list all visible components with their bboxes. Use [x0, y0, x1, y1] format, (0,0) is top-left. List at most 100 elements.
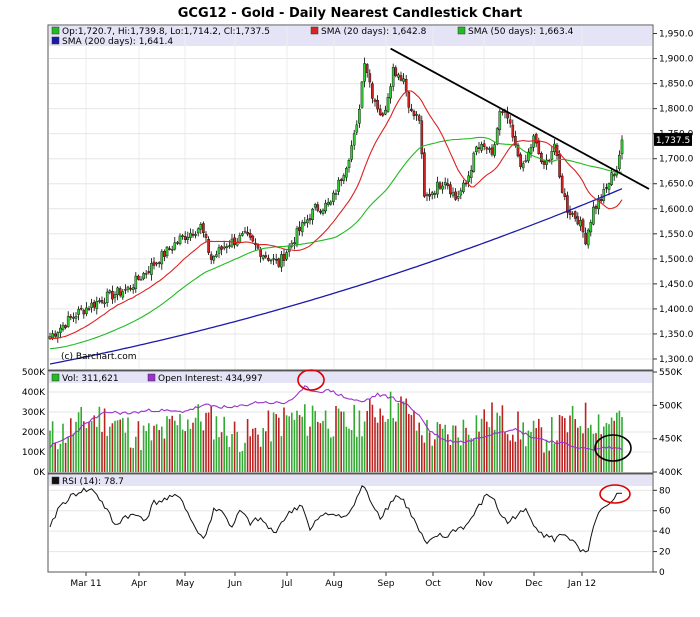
volume-bar — [444, 424, 446, 472]
volume-bar — [514, 441, 517, 472]
price-tick-label: 1,850.0 — [659, 80, 694, 90]
candle-body — [64, 325, 67, 328]
volume-bar — [439, 424, 441, 472]
price-tick-label: 1,550.0 — [659, 230, 694, 240]
volume-bar — [475, 415, 478, 472]
candle-body — [573, 211, 577, 219]
volume-bar — [564, 418, 566, 472]
candle-body — [558, 154, 561, 178]
volume-bar — [327, 428, 329, 472]
volume-bar — [486, 421, 488, 472]
oi-legend-swatch — [147, 373, 156, 382]
volume-bar — [163, 438, 166, 472]
candle-body — [124, 289, 127, 291]
volume-bar — [408, 413, 410, 472]
chart-title: GCG12 - Gold - Daily Nearest Candlestick… — [178, 6, 523, 21]
candle-body — [233, 237, 236, 245]
volume-bar — [400, 396, 402, 472]
candle-body — [160, 251, 164, 265]
volume-bar — [345, 426, 348, 472]
volume-bar — [558, 414, 561, 472]
candle-body — [194, 234, 197, 236]
candle-body — [477, 147, 481, 149]
x-tick-label: Jul — [281, 579, 293, 589]
volume-bar — [181, 429, 184, 472]
candle-body — [285, 252, 288, 260]
trendline — [390, 47, 650, 190]
sma50-legend-text: SMA (50 days): 1,663.4 — [468, 27, 574, 37]
candle-body — [79, 307, 83, 310]
volume-bar — [436, 422, 439, 472]
candle-body — [308, 218, 312, 221]
volume-bar — [124, 432, 127, 472]
candle-body — [358, 108, 361, 124]
volume-bar — [527, 430, 530, 472]
candle-body — [529, 147, 533, 154]
candle-body — [495, 128, 499, 145]
sma20-legend-swatch — [310, 26, 319, 35]
candle-body — [376, 100, 379, 110]
oi-right-tick-label: 400K — [659, 468, 683, 478]
candle-body — [319, 210, 322, 213]
candle-body — [519, 154, 522, 167]
volume-bar — [428, 432, 431, 472]
volume-bar — [127, 417, 129, 472]
volume-bar — [431, 445, 433, 472]
candle-body — [183, 236, 187, 240]
volume-bar — [140, 450, 142, 472]
volume-bar — [512, 434, 514, 472]
volume-bar — [371, 404, 374, 472]
candle-body — [417, 115, 421, 121]
candle-body — [402, 78, 405, 82]
volume-bar — [610, 417, 613, 472]
x-tick-label: Dec — [525, 579, 542, 589]
volume-bar — [246, 418, 249, 472]
rsi-legend-swatch — [51, 476, 60, 485]
volume-bar — [244, 442, 246, 472]
volume-y-axis: 0K 100K 200K 300K 400K 500K 400K 450K 500K 550K — [22, 368, 683, 478]
volume-bar — [311, 405, 314, 472]
rsi-tick-label: 80 — [659, 486, 671, 496]
volume-bar — [192, 422, 194, 472]
volume-bar — [218, 437, 220, 472]
volume-bar — [135, 436, 137, 472]
volume-bar — [226, 435, 228, 472]
volume-bar — [348, 428, 350, 472]
candle-body — [373, 99, 377, 102]
x-tick-label: Jan 12 — [567, 579, 596, 589]
volume-bar — [582, 433, 584, 472]
candle-body — [472, 152, 476, 172]
candle-body — [454, 191, 457, 200]
volume-bar — [280, 436, 283, 472]
candle-body — [212, 256, 216, 261]
candle-body — [428, 193, 431, 197]
volume-bar — [166, 416, 168, 472]
volume-bar — [376, 422, 379, 472]
candle-body — [586, 229, 590, 246]
volume-bar — [460, 445, 462, 472]
volume-bar — [532, 420, 535, 472]
candle-body — [391, 66, 395, 87]
ohlc-legend-text: Op:1,720.7, Hi:1,739.8, Lo:1,714.2, Cl:1… — [62, 27, 270, 37]
volume-bar — [553, 443, 556, 472]
volume-bar — [470, 438, 472, 472]
volume-bar — [202, 430, 205, 472]
volume-left-tick-label: 400K — [22, 388, 46, 398]
volume-bar — [545, 439, 548, 472]
volume-bar — [288, 416, 290, 472]
candle-body — [163, 251, 166, 257]
volume-bar — [332, 436, 335, 472]
candle-body — [246, 231, 249, 235]
price-tick-label: 1,350.0 — [659, 330, 694, 340]
candle-body — [290, 242, 294, 247]
volume-bar — [150, 440, 153, 472]
volume-bar — [358, 410, 361, 472]
volume-bar — [174, 420, 176, 472]
volume-bar — [522, 422, 524, 472]
candle-body — [381, 113, 385, 116]
candle-body — [378, 108, 382, 115]
candle-body — [397, 74, 400, 78]
volume-bar — [415, 430, 418, 472]
price-tick-label: 1,500.0 — [659, 255, 694, 265]
candle-body — [488, 148, 491, 150]
